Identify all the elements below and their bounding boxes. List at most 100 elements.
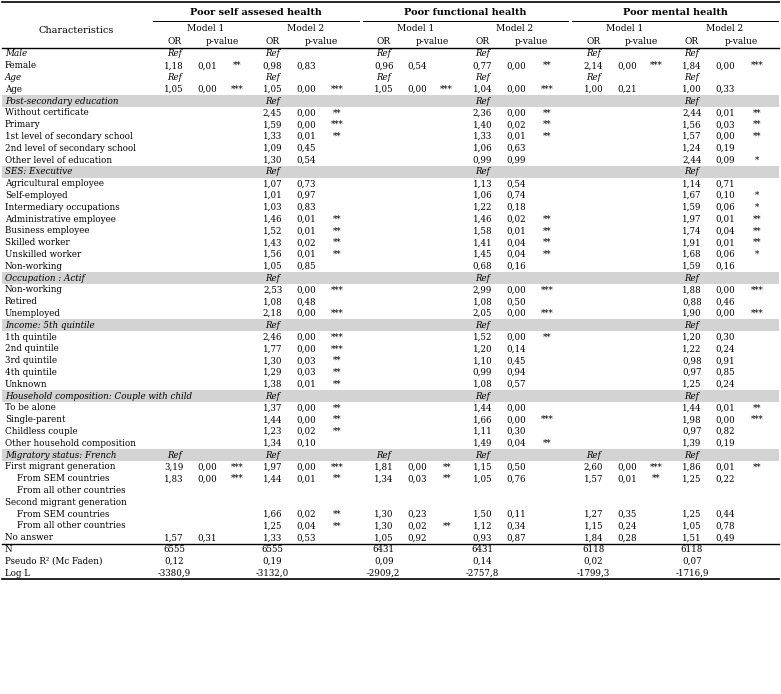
Text: 0,11: 0,11 <box>506 509 526 518</box>
Text: Other household composition: Other household composition <box>5 439 136 448</box>
Text: ***: *** <box>751 61 763 70</box>
Text: 1,00: 1,00 <box>583 85 603 94</box>
Text: 1,18: 1,18 <box>164 61 184 70</box>
Text: 1,09: 1,09 <box>262 144 283 153</box>
Text: 0,48: 0,48 <box>296 297 316 306</box>
Bar <box>2 154 779 166</box>
Text: **: ** <box>543 332 551 341</box>
Text: 2,18: 2,18 <box>262 309 283 318</box>
Text: 0,04: 0,04 <box>715 226 735 235</box>
Text: *: * <box>754 155 759 164</box>
Text: 1,37: 1,37 <box>263 403 282 412</box>
Text: 1,56: 1,56 <box>682 120 701 129</box>
Bar <box>2 119 779 130</box>
Text: Ref: Ref <box>376 450 391 459</box>
Text: 1,77: 1,77 <box>263 344 283 353</box>
Text: Ref: Ref <box>266 450 280 459</box>
Text: 2,14: 2,14 <box>583 61 603 70</box>
Text: Ref: Ref <box>684 391 699 400</box>
Text: **: ** <box>333 356 342 365</box>
Text: 2,44: 2,44 <box>683 108 701 117</box>
Text: 0,49: 0,49 <box>715 533 735 542</box>
Text: 0,83: 0,83 <box>297 61 316 70</box>
Text: 1,67: 1,67 <box>682 191 701 200</box>
Text: 1,25: 1,25 <box>263 521 283 530</box>
Text: **: ** <box>233 61 241 70</box>
Text: 1,05: 1,05 <box>262 262 283 271</box>
Text: 0,01: 0,01 <box>715 214 736 223</box>
Text: 0,54: 0,54 <box>297 155 316 164</box>
Text: ***: *** <box>331 462 344 471</box>
Bar <box>2 178 779 189</box>
Text: **: ** <box>543 132 551 141</box>
Text: Ref: Ref <box>684 321 699 330</box>
Text: p-value: p-value <box>625 37 658 46</box>
Text: 2,60: 2,60 <box>583 462 603 471</box>
Text: 0,12: 0,12 <box>164 557 184 566</box>
Text: 0,01: 0,01 <box>715 108 736 117</box>
Text: 0,02: 0,02 <box>583 557 603 566</box>
Text: **: ** <box>333 427 342 436</box>
Text: Ref: Ref <box>266 391 280 400</box>
Text: 0,16: 0,16 <box>506 262 526 271</box>
Text: *: * <box>754 191 759 200</box>
Text: Unknown: Unknown <box>5 380 48 389</box>
Bar <box>2 272 779 284</box>
Text: 0,73: 0,73 <box>297 179 316 188</box>
Text: 1,22: 1,22 <box>682 344 701 353</box>
Text: 1,66: 1,66 <box>263 509 283 518</box>
Text: Male: Male <box>5 49 27 58</box>
Text: 1,38: 1,38 <box>263 380 283 389</box>
Text: 0,02: 0,02 <box>408 521 427 530</box>
Bar <box>2 520 779 532</box>
Text: 1th quintile: 1th quintile <box>5 332 57 341</box>
Bar <box>2 390 779 402</box>
Text: 1,05: 1,05 <box>164 85 184 94</box>
Text: 0,00: 0,00 <box>296 462 316 471</box>
Text: 1,49: 1,49 <box>473 439 492 448</box>
Text: 0,92: 0,92 <box>408 533 427 542</box>
Text: **: ** <box>753 214 761 223</box>
Text: Ref: Ref <box>475 96 490 105</box>
Text: *: * <box>754 250 759 259</box>
Text: Age: Age <box>5 85 22 94</box>
Text: Agricultural employee: Agricultural employee <box>5 179 104 188</box>
Text: 1,10: 1,10 <box>473 356 492 365</box>
Bar <box>2 425 779 437</box>
Bar <box>2 201 779 213</box>
Text: **: ** <box>652 474 661 483</box>
Text: **: ** <box>753 238 761 247</box>
Text: 1,97: 1,97 <box>682 214 701 223</box>
Text: 1,05: 1,05 <box>682 521 702 530</box>
Text: Ref: Ref <box>475 73 490 82</box>
Text: 1,14: 1,14 <box>682 179 702 188</box>
Text: 0,02: 0,02 <box>296 509 316 518</box>
Text: 1,24: 1,24 <box>682 144 701 153</box>
Text: Non-working: Non-working <box>5 285 63 294</box>
Text: 1,12: 1,12 <box>473 521 492 530</box>
Text: 6118: 6118 <box>582 545 604 554</box>
Bar <box>2 142 779 154</box>
Text: 0,24: 0,24 <box>715 344 735 353</box>
Text: Model 2: Model 2 <box>287 24 323 33</box>
Text: 0,04: 0,04 <box>506 439 526 448</box>
Text: Poor self assesed health: Poor self assesed health <box>190 8 322 17</box>
Text: 0,99: 0,99 <box>473 368 492 377</box>
Text: Ref: Ref <box>266 273 280 282</box>
Text: 1,25: 1,25 <box>682 380 701 389</box>
Text: 3,19: 3,19 <box>164 462 184 471</box>
Text: 1,25: 1,25 <box>682 474 701 483</box>
Text: 1,13: 1,13 <box>473 179 492 188</box>
Text: To be alone: To be alone <box>5 403 56 412</box>
Text: Ref: Ref <box>586 49 601 58</box>
Text: 0,44: 0,44 <box>715 509 735 518</box>
Text: p-value: p-value <box>725 37 758 46</box>
Text: Ref: Ref <box>166 450 181 459</box>
Text: 0,01: 0,01 <box>506 226 526 235</box>
Text: 0,02: 0,02 <box>296 238 316 247</box>
Text: ***: *** <box>230 474 244 483</box>
Text: 0,23: 0,23 <box>408 509 427 518</box>
Bar <box>2 402 779 414</box>
Text: 0,96: 0,96 <box>374 61 394 70</box>
Text: 0,97: 0,97 <box>297 191 316 200</box>
